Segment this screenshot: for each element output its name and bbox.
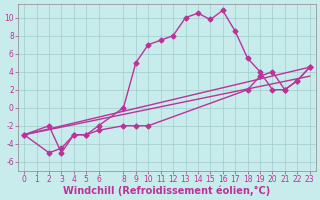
X-axis label: Windchill (Refroidissement éolien,°C): Windchill (Refroidissement éolien,°C) [63,185,270,196]
